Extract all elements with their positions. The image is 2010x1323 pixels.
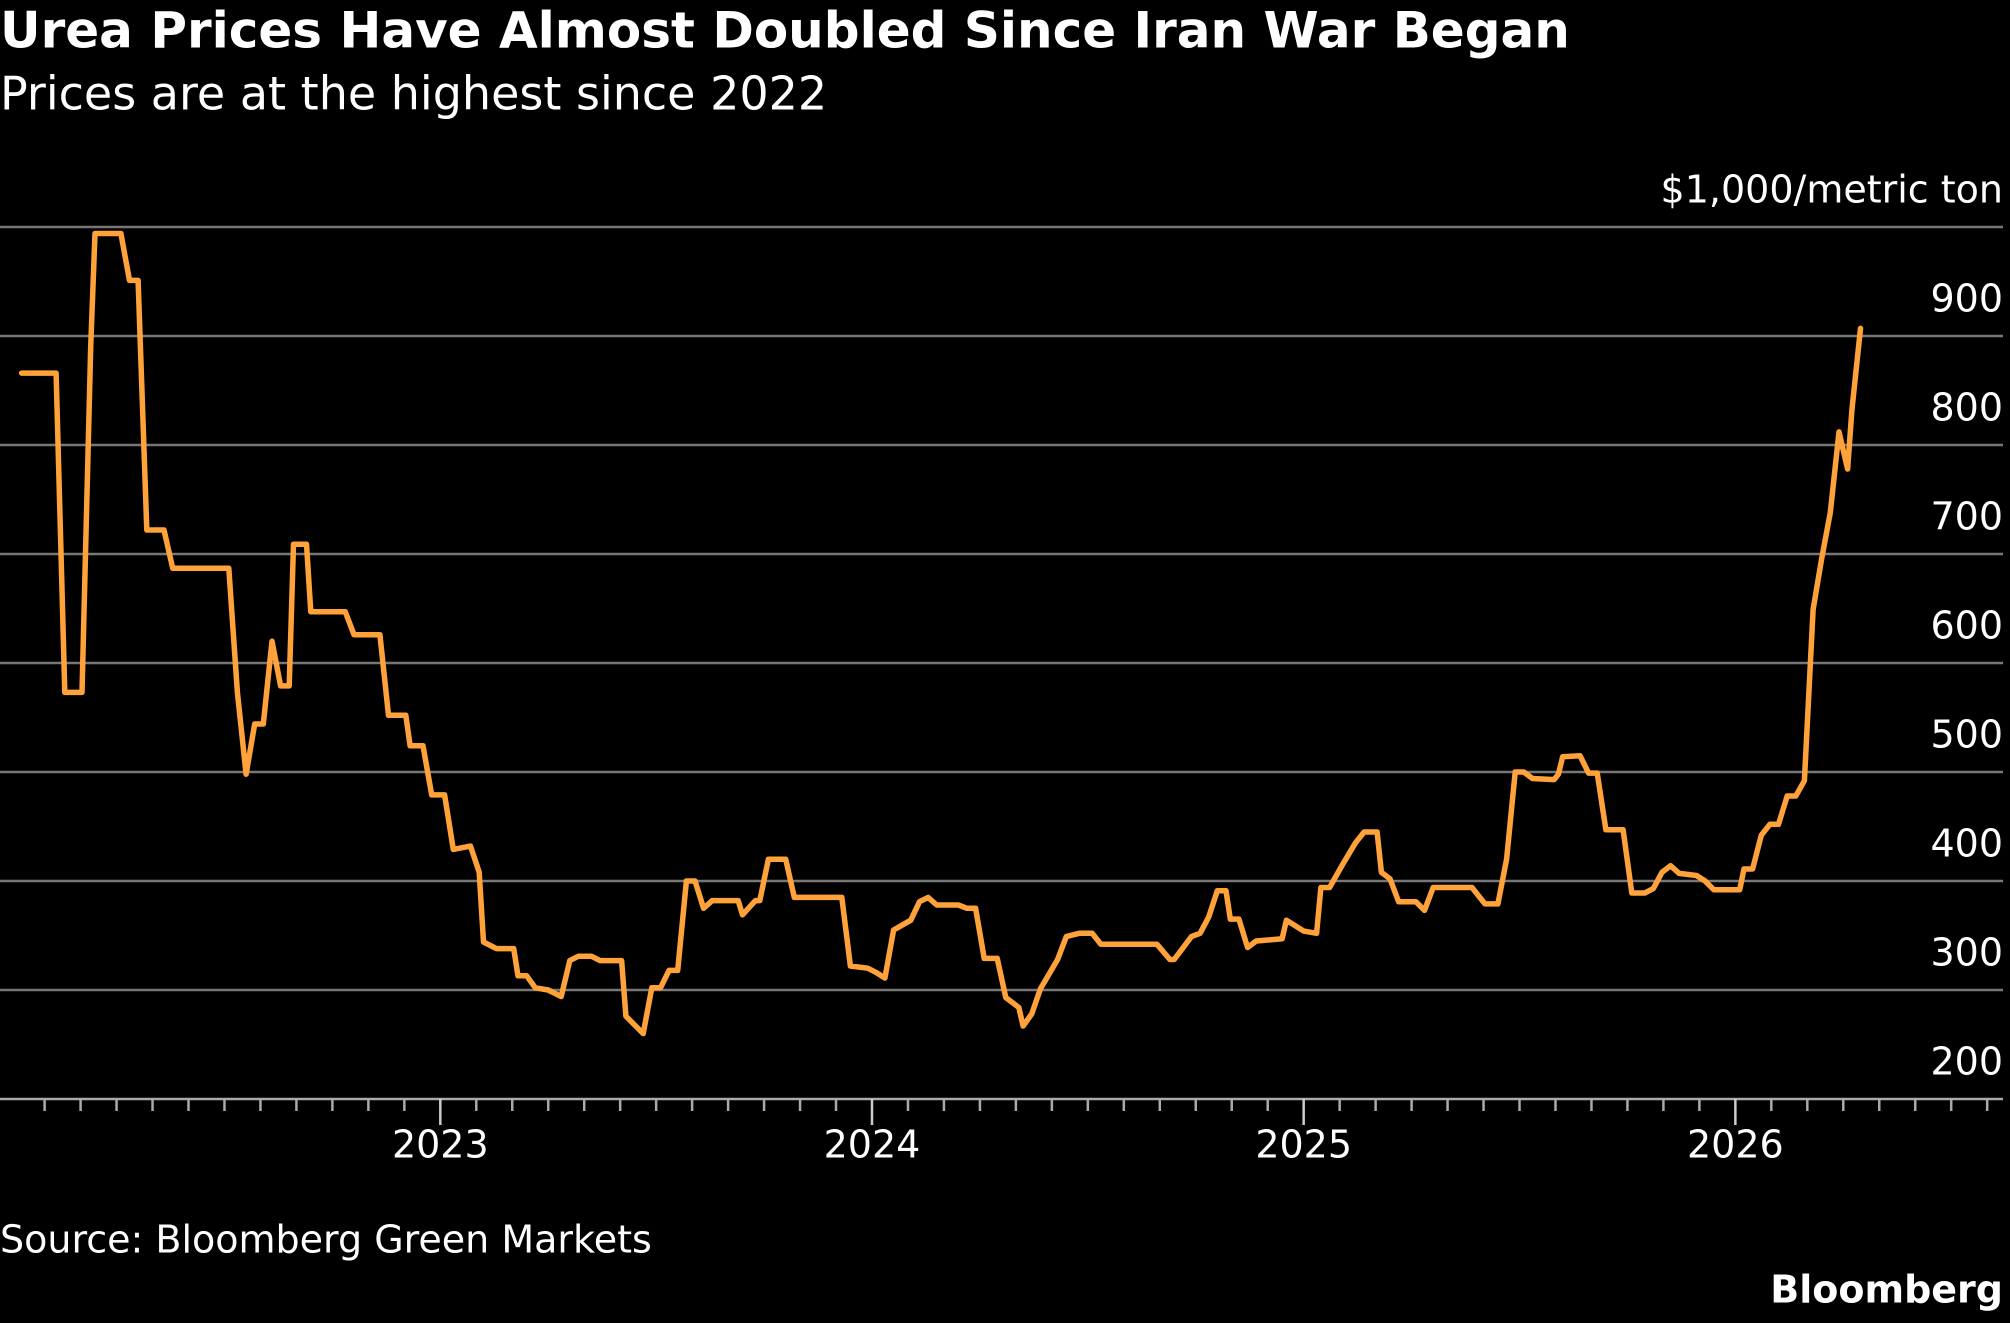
y-tick-label: 200 [1930,1040,2003,1084]
y-axis-label: $1,000/metric ton [1661,168,2003,212]
y-tick-label: 800 [1930,386,2003,430]
credit: Bloomberg [1770,1268,2003,1312]
x-tick-label: 2026 [1687,1123,1784,1167]
chart-title: Urea Prices Have Almost Doubled Since Ir… [0,2,1570,60]
y-tick-label: 700 [1930,495,2003,539]
x-tick-label: 2024 [824,1123,921,1167]
price-line [18,230,1864,1037]
x-tick-label: 2023 [392,1123,489,1167]
y-tick-label: 400 [1930,822,2003,866]
x-tick-label: 2025 [1255,1123,1352,1167]
chart-subtitle: Prices are at the highest since 2022 [0,67,827,121]
source: Source: Bloomberg Green Markets [0,1218,652,1262]
y-tick-label: 900 [1930,277,2003,321]
y-tick-label: 500 [1930,713,2003,757]
y-tick-label: 600 [1930,604,2003,648]
y-tick-label: 300 [1930,931,2003,975]
